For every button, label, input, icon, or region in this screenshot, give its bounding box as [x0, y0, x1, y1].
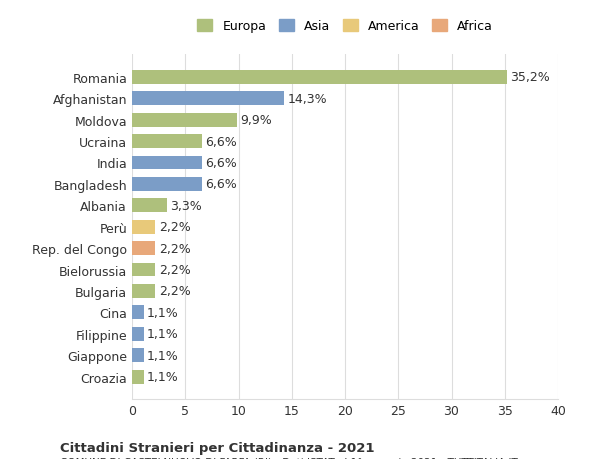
Text: 3,3%: 3,3% [170, 199, 202, 213]
Text: 2,2%: 2,2% [158, 221, 190, 234]
Bar [132, 178, 202, 191]
Text: 6,6%: 6,6% [205, 178, 237, 191]
Text: 2,2%: 2,2% [158, 242, 190, 255]
Text: 6,6%: 6,6% [205, 135, 237, 148]
Text: COMUNE DI CASTELNUOVO DI FARFA (RI) - Dati ISTAT al 1° gennaio 2021 - TUTTITALIA: COMUNE DI CASTELNUOVO DI FARFA (RI) - Da… [60, 457, 518, 459]
Text: 1,1%: 1,1% [147, 306, 179, 319]
Bar [132, 306, 144, 319]
Bar [132, 284, 155, 298]
Bar [132, 199, 167, 213]
Bar [132, 241, 155, 256]
Text: Cittadini Stranieri per Cittadinanza - 2021: Cittadini Stranieri per Cittadinanza - 2… [60, 441, 374, 453]
Text: 1,1%: 1,1% [147, 370, 179, 383]
Bar [132, 220, 155, 234]
Text: 14,3%: 14,3% [287, 93, 327, 106]
Bar [132, 156, 202, 170]
Text: 6,6%: 6,6% [205, 157, 237, 170]
Bar [132, 71, 507, 84]
Bar [132, 348, 144, 362]
Bar [132, 113, 238, 127]
Bar [132, 135, 202, 149]
Text: 35,2%: 35,2% [510, 71, 550, 84]
Legend: Europa, Asia, America, Africa: Europa, Asia, America, Africa [194, 17, 496, 37]
Bar [132, 263, 155, 277]
Text: 1,1%: 1,1% [147, 349, 179, 362]
Text: 9,9%: 9,9% [241, 114, 272, 127]
Text: 2,2%: 2,2% [158, 263, 190, 276]
Bar [132, 92, 284, 106]
Bar [132, 327, 144, 341]
Bar [132, 370, 144, 384]
Text: 1,1%: 1,1% [147, 328, 179, 341]
Text: 2,2%: 2,2% [158, 285, 190, 298]
